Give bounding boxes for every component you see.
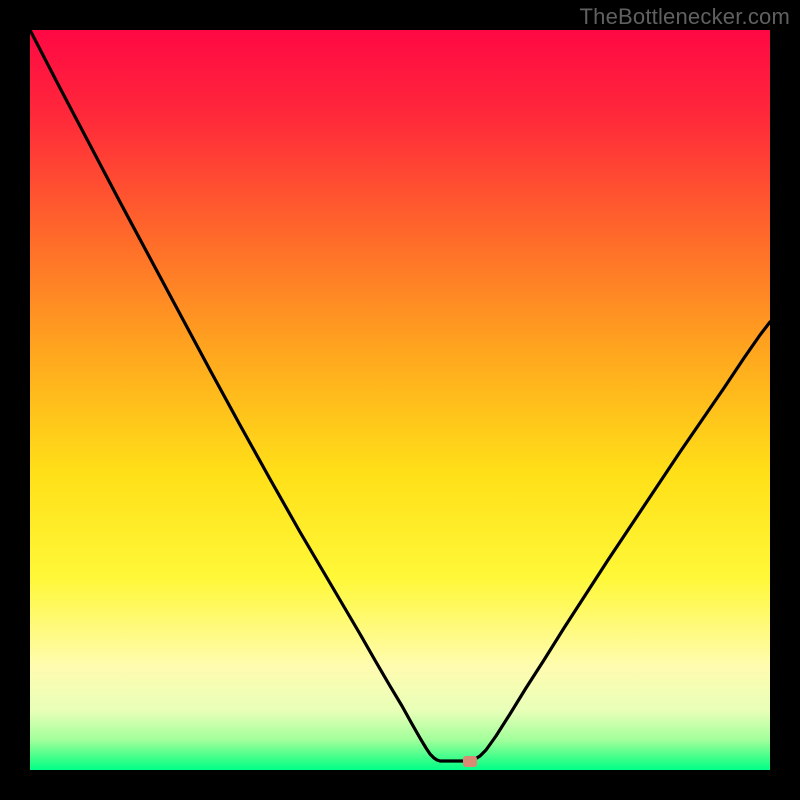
optimal-point-marker <box>463 756 477 767</box>
bottleneck-curve <box>0 0 800 800</box>
watermark-text: TheBottlenecker.com <box>580 4 790 30</box>
outer-frame: TheBottlenecker.com <box>0 0 800 800</box>
